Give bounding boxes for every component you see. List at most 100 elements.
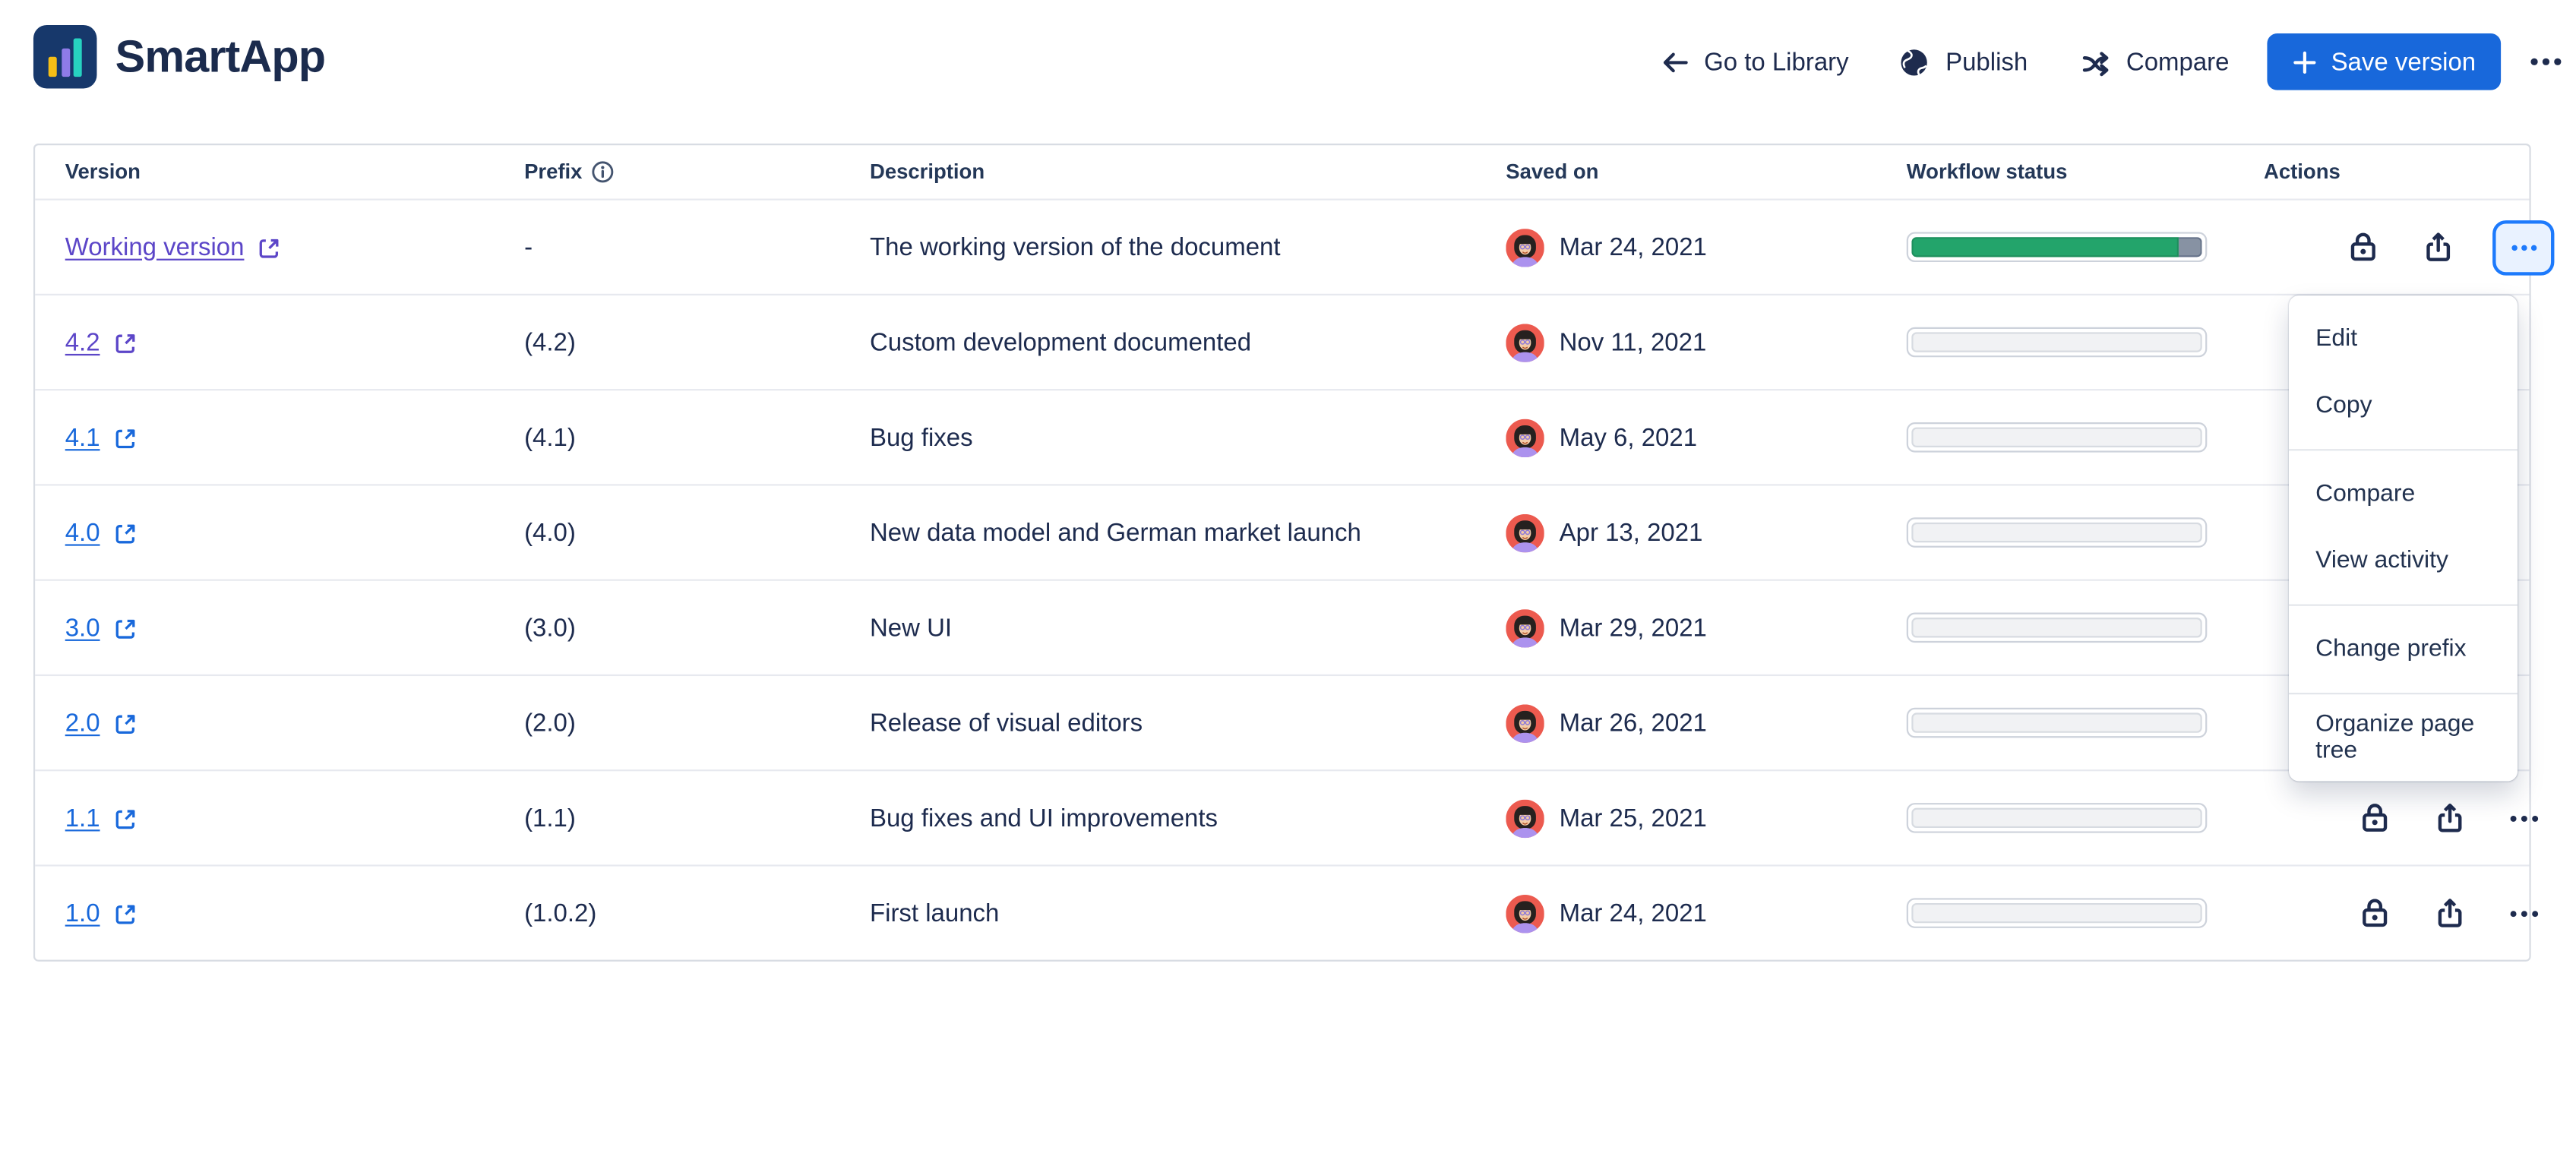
arrow-left-icon <box>1661 48 1689 76</box>
publish-label: Publish <box>1945 47 2028 76</box>
globe-icon <box>1899 46 1931 77</box>
go-to-library-button[interactable]: Go to Library <box>1661 48 1849 76</box>
description-cell: Bug fixes and UI improvements <box>869 804 1218 832</box>
row-more-button-active[interactable] <box>2492 219 2555 275</box>
menu-item-compare[interactable]: Compare <box>2315 480 2416 508</box>
column-header-description: Description <box>869 160 985 184</box>
compare-button[interactable]: Compare <box>2079 46 2230 77</box>
saved-on-date: Mar 24, 2021 <box>1559 899 1707 927</box>
menu-group: Compare View activity <box>2289 450 2518 604</box>
saved-on-date: Mar 25, 2021 <box>1559 804 1707 832</box>
menu-separator <box>2289 604 2518 606</box>
menu-item-edit[interactable]: Edit <box>2315 325 2358 352</box>
external-link-icon <box>112 330 137 355</box>
version-link[interactable]: 2.0 <box>65 709 137 737</box>
table-header-row: Version Prefix Description Saved on Work… <box>35 145 2529 198</box>
menu-item-organize-page-tree[interactable]: Organize page tree <box>2315 711 2475 765</box>
row-more-button[interactable] <box>2505 893 2545 933</box>
workflow-progress-complete <box>1911 237 2179 257</box>
external-link-icon <box>112 425 137 450</box>
prefix-cell: (4.2) <box>524 327 576 357</box>
saved-on-date: Nov 11, 2021 <box>1559 327 1707 357</box>
workflow-progressbar <box>1906 327 2208 358</box>
share-icon <box>2433 896 2465 930</box>
column-header-version: Version <box>65 160 141 184</box>
table-row: 1.1 (1.1) Bug fixes and UI improvements … <box>35 769 2539 864</box>
lock-icon <box>2358 801 2390 835</box>
external-link-icon <box>112 615 137 640</box>
table-row: 2.0 (2.0) Release of visual editors Mar … <box>35 674 2530 769</box>
version-link[interactable]: 4.0 <box>65 518 137 547</box>
column-header-actions: Actions <box>2264 160 2341 184</box>
actions-cell <box>2264 893 2539 933</box>
lock-icon <box>2347 230 2378 264</box>
saved-on-cell: Nov 11, 2021 <box>1506 323 1906 362</box>
save-version-button[interactable]: Save version <box>2268 33 2502 90</box>
description-cell: Bug fixes <box>869 423 973 452</box>
prefix-cell: (1.1) <box>524 804 576 832</box>
external-link-icon <box>112 710 137 735</box>
version-link[interactable]: 1.0 <box>65 899 137 927</box>
version-link[interactable]: Working version <box>65 233 281 261</box>
prefix-cell: (2.0) <box>524 708 576 738</box>
menu-item-copy[interactable]: Copy <box>2315 392 2372 419</box>
table-row: 4.1 (4.1) Bug fixes May 6, 2021 <box>35 389 2530 484</box>
description-cell: Release of visual editors <box>869 708 1143 738</box>
plus-icon <box>2293 49 2318 74</box>
go-to-library-label: Go to Library <box>1704 47 1849 76</box>
avatar <box>1506 513 1544 552</box>
header-more-button[interactable] <box>2526 49 2566 75</box>
ellipsis-icon <box>2509 813 2540 822</box>
avatar <box>1506 893 1544 933</box>
logo-bar-purple <box>61 48 70 77</box>
saved-on-cell: Mar 24, 2021 <box>1506 227 1906 267</box>
version-link[interactable]: 4.1 <box>65 423 137 451</box>
description-cell: First launch <box>869 899 1000 927</box>
actions-cell <box>2264 219 2555 275</box>
lock-button[interactable] <box>2354 893 2394 933</box>
share-icon <box>2433 801 2465 835</box>
version-link[interactable]: 4.2 <box>65 328 137 356</box>
share-button[interactable] <box>2417 227 2457 267</box>
share-button[interactable] <box>2429 893 2470 933</box>
menu-separator <box>2289 693 2518 695</box>
avatar <box>1506 798 1544 838</box>
lock-icon <box>2358 896 2390 930</box>
prefix-cell: (3.0) <box>524 613 576 643</box>
compare-label: Compare <box>2126 47 2230 76</box>
external-link-icon <box>256 235 281 260</box>
app-title: SmartApp <box>115 30 326 81</box>
table-row: 4.2 (4.2) Custom development documented … <box>35 293 2530 389</box>
lock-button[interactable] <box>2342 227 2382 267</box>
row-more-button[interactable] <box>2505 798 2545 838</box>
workflow-progress-remaining <box>2179 237 2202 257</box>
workflow-progressbar <box>1906 612 2208 643</box>
menu-group: Organize page tree <box>2289 694 2518 781</box>
info-icon[interactable] <box>590 160 614 184</box>
table-row: 1.0 (1.0.2) First launch Mar 24, 2021 <box>35 864 2539 959</box>
description-cell: New UI <box>869 613 953 643</box>
table-row: 3.0 (3.0) New UI Mar 29, 2021 <box>35 579 2530 674</box>
workflow-progressbar <box>1906 232 2208 263</box>
prefix-cell: (4.0) <box>524 518 576 547</box>
publish-button[interactable]: Publish <box>1899 46 2028 77</box>
workflow-progressbar <box>1906 803 2208 833</box>
lock-button[interactable] <box>2354 798 2394 838</box>
prefix-cell: (1.0.2) <box>524 899 597 927</box>
avatar <box>1506 703 1544 742</box>
versions-table: Version Prefix Description Saved on Work… <box>33 143 2555 962</box>
saved-on-cell: Mar 29, 2021 <box>1506 608 1906 647</box>
table-row: 4.0 (4.0) New data model and German mark… <box>35 484 2530 579</box>
version-link[interactable]: 1.1 <box>65 804 137 832</box>
ellipsis-icon <box>2529 57 2562 67</box>
menu-item-view-activity[interactable]: View activity <box>2315 547 2448 574</box>
saved-on-cell: Apr 13, 2021 <box>1506 513 1906 552</box>
menu-item-change-prefix[interactable]: Change prefix <box>2315 636 2467 663</box>
avatar <box>1506 608 1544 647</box>
saved-on-date: Mar 24, 2021 <box>1559 232 1707 261</box>
share-button[interactable] <box>2429 798 2470 838</box>
saved-on-date: Mar 26, 2021 <box>1559 708 1707 738</box>
version-link[interactable]: 3.0 <box>65 614 137 642</box>
ellipsis-icon <box>2510 243 2536 251</box>
